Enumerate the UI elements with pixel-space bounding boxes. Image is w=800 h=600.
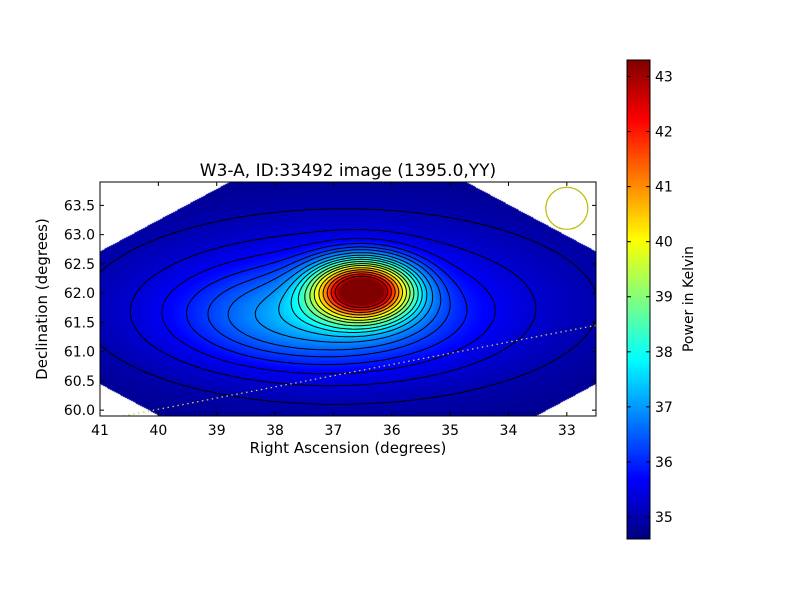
y-tick-label: 62.0 — [64, 286, 95, 302]
contour-level — [304, 261, 415, 327]
colorbar-tick-label: 41 — [655, 180, 673, 196]
colorbar-tick-label: 40 — [655, 235, 673, 251]
x-tick-label: 34 — [500, 423, 518, 439]
colorbar-label: Power in Kelvin — [681, 246, 697, 352]
contour-level — [322, 269, 400, 316]
colorbar-ticks: 35 36 37 38 39 40 41 42 43 — [627, 70, 673, 526]
beam-circle — [545, 186, 589, 230]
y-tick-label: 60.5 — [64, 374, 95, 390]
contour-level — [309, 263, 411, 324]
colorbar-tick-label: 42 — [655, 125, 673, 141]
colorbar-tick-label: 38 — [655, 345, 673, 361]
contour-level — [290, 256, 423, 333]
chart-title: W3-A, ID:33492 image (1395.0,YY) — [200, 161, 496, 181]
colorbar-frame — [626, 59, 651, 540]
contour-level — [161, 237, 496, 375]
heatmap-image — [100, 182, 596, 416]
x-tick-label: 41 — [91, 423, 109, 439]
x-tick-label: 36 — [383, 423, 401, 439]
contour-level — [326, 271, 396, 313]
x-tick-label: 38 — [266, 423, 284, 439]
contour-level — [254, 252, 434, 343]
colorbar-tick-label: 35 — [655, 510, 673, 526]
contour-level — [207, 246, 451, 358]
x-tick-label: 39 — [208, 423, 226, 439]
contour-level — [318, 267, 404, 318]
colorbar-tick-label: 39 — [655, 290, 673, 306]
contour-level — [334, 275, 389, 309]
plot-frame — [99, 181, 597, 417]
x-axis-label: Right Ascension (degrees) — [250, 439, 447, 457]
y-axis-label: Declination (degrees) — [33, 218, 51, 380]
y-tick-label: 61.0 — [64, 345, 95, 361]
y-tick-label: 61.5 — [64, 315, 95, 331]
contour-lines — [100, 208, 596, 405]
colorbar-gradient — [627, 60, 650, 539]
y-tick-label: 60.0 — [64, 403, 95, 419]
colorbar-tick-label: 36 — [655, 455, 673, 471]
x-tick-label: 37 — [324, 423, 342, 439]
colorbar-tick-label: 37 — [655, 400, 673, 416]
y-tick-label: 63.0 — [64, 228, 95, 244]
y-tick-label: 63.5 — [64, 198, 95, 214]
heatmap-plot: 41 40 39 38 37 36 35 34 33 60.060.561.061.562.06… — [64, 181, 597, 439]
contour-level — [313, 265, 407, 321]
dotted-track-line — [123, 324, 596, 416]
contour-level — [227, 249, 442, 351]
y-tick-label: 62.5 — [64, 257, 95, 273]
contour-level — [278, 254, 428, 338]
contour-level — [100, 208, 596, 405]
colorbar-tick-label: 43 — [655, 70, 673, 86]
contour-level — [129, 229, 537, 387]
x-tick-label: 33 — [558, 423, 576, 439]
x-tick-label: 40 — [149, 423, 167, 439]
contour-level — [330, 273, 392, 311]
contour-level — [297, 258, 419, 330]
x-tick-label: 35 — [441, 423, 459, 439]
y-axis-ticks: 60.0 60.5 61.0 61.5 62.0 62.5 63.0 63.5 — [64, 198, 596, 419]
contour-level — [186, 242, 468, 366]
x-axis-ticks: 41 40 39 38 37 36 35 34 33 — [91, 182, 576, 439]
colorbar: 35 36 37 38 39 40 41 42 43 Power in Kelvin — [626, 59, 697, 540]
